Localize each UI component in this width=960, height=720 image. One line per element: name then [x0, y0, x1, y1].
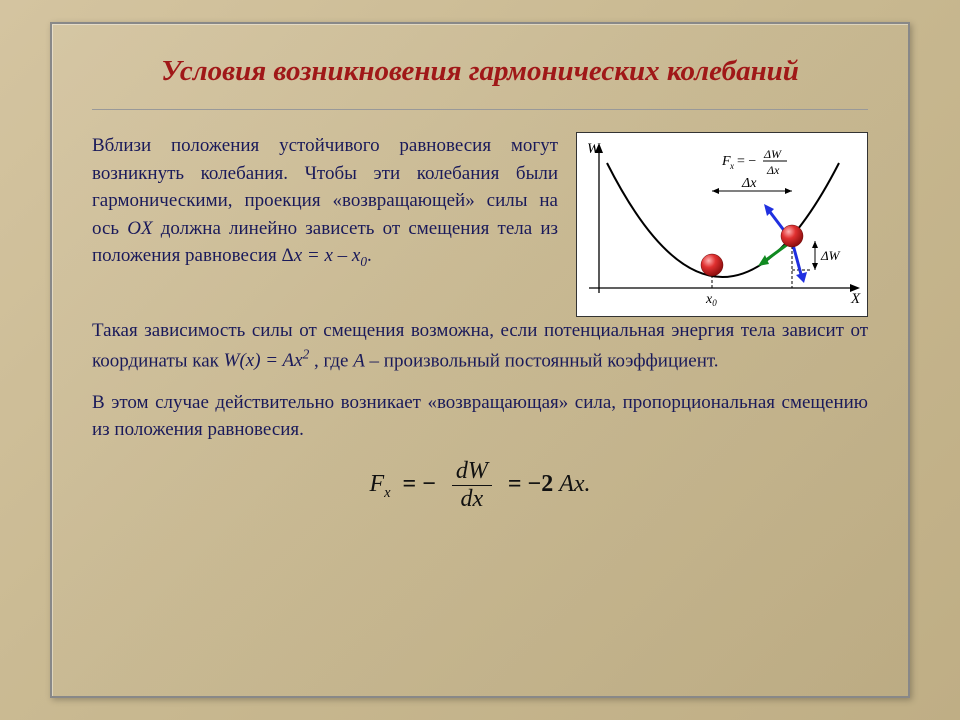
dw-arrow-t [812, 241, 818, 248]
svg-text:ΔW: ΔW [763, 147, 782, 161]
divider [92, 109, 868, 110]
potential-curve [607, 163, 839, 277]
formula-lhs: F [369, 471, 384, 497]
x0-label: x0 [705, 292, 717, 308]
paragraph-1: Вблизи положения устойчивого равновесия … [92, 132, 558, 271]
formula-fraction: dW dx [452, 458, 492, 513]
page-title: Условия возникновения гармонических коле… [92, 52, 868, 91]
formula-den: dx [452, 486, 492, 513]
dw-label: ΔW [820, 248, 841, 263]
dx-arrow-l [712, 188, 719, 194]
main-formula: Fx = − dW dx = −2Ax. [92, 458, 868, 513]
content-frame: Условия возникновения гармонических коле… [50, 22, 910, 698]
paragraph-2: Такая зависимость силы от смещения возмо… [92, 317, 868, 374]
blue-arrow-down-head [796, 272, 807, 283]
formula-eq1: = − [403, 471, 436, 497]
svg-text:x: x [729, 161, 734, 171]
dx-label: Δx [741, 176, 757, 191]
inset-formula: F x = − ΔW Δx [721, 147, 787, 177]
paragraph-3: В этом случае действительно возникает «в… [92, 389, 868, 444]
x-axis-label: X [850, 291, 861, 307]
figure-svg: W X Δx ΔW x0 [577, 133, 867, 318]
svg-text:= −: = − [737, 154, 756, 169]
ball-displaced [781, 225, 803, 247]
ball-equilibrium [701, 254, 723, 276]
formula-eq2: = −2 [508, 471, 553, 497]
formula-lhs-sub: x [384, 484, 390, 500]
svg-text:Δx: Δx [766, 163, 780, 177]
potential-well-figure: W X Δx ΔW x0 [576, 132, 868, 317]
formula-num: dW [452, 458, 492, 486]
formula-rhs: Ax. [559, 471, 590, 497]
w-axis-label: W [587, 141, 601, 157]
dx-arrow-r [785, 188, 792, 194]
dw-arrow-b [812, 263, 818, 270]
row-text-figure: Вблизи положения устойчивого равновесия … [92, 132, 868, 317]
green-arrow-head [758, 255, 769, 266]
